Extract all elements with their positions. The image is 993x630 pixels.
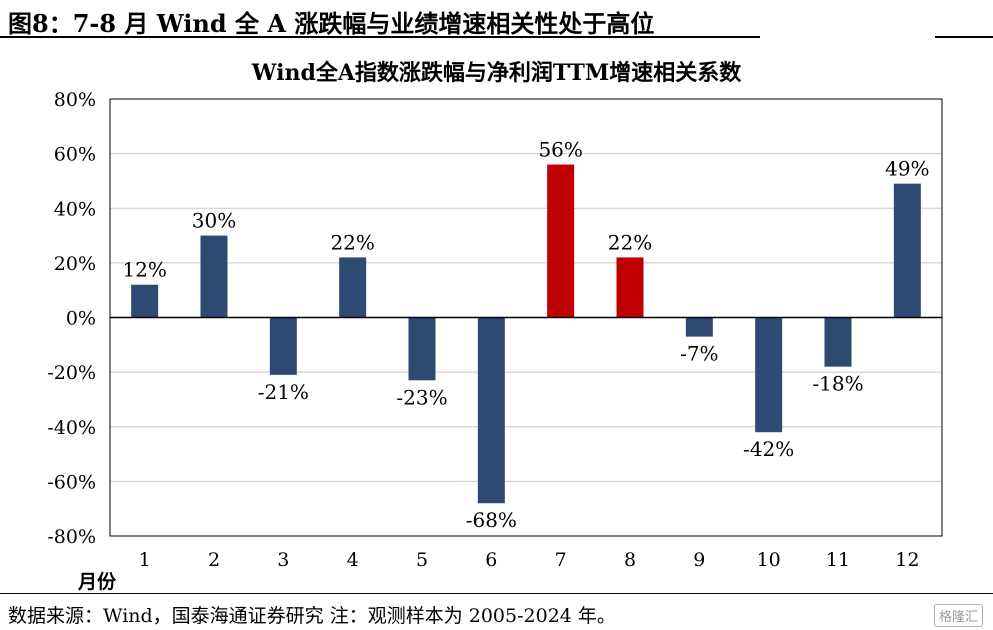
title-underline [0,36,760,38]
data-label: 56% [538,138,582,162]
x-tick-label: 2 [208,549,220,571]
title-underline-right [935,36,993,38]
x-tick-label: 8 [624,549,636,571]
y-tick-label: -20% [47,362,96,384]
footer-rule [0,593,993,594]
x-tick-label: 6 [485,549,497,571]
chart-title: Wind全A指数涨跌幅与净利润TTM增速相关系数 [251,60,742,86]
x-tick-label: 4 [347,549,359,571]
bar-7 [547,164,575,318]
x-tick-label: 5 [416,549,428,571]
bar-9 [685,317,713,337]
data-label: -23% [396,385,447,409]
y-tick-label: -40% [47,417,96,439]
bar-4 [339,257,367,318]
figure-title: 图8：7-8 月 Wind 全 A 涨跌幅与业绩增速相关性处于高位 [8,9,655,38]
bar-2 [200,235,228,318]
data-label: 12% [122,258,166,282]
x-tick-label: 3 [277,549,289,571]
y-tick-label: 20% [54,253,96,275]
bar-3 [269,317,297,375]
data-label: -68% [466,508,517,532]
x-tick-label: 11 [826,549,850,571]
y-tick-label: 40% [54,198,96,220]
bar-8 [616,257,644,318]
bar-5 [408,317,436,381]
x-tick-label: 10 [757,549,781,571]
data-label: -21% [258,380,309,404]
bar-1 [131,284,159,318]
data-label: 22% [330,230,374,254]
x-tick-label: 12 [895,549,919,571]
x-tick-label: 9 [693,549,705,571]
data-label: -42% [743,437,794,461]
x-tick-label: 7 [555,549,567,571]
y-tick-label: 60% [54,144,96,166]
y-tick-label: 80% [54,89,96,111]
data-label: 30% [192,209,236,233]
data-label: 49% [885,157,929,181]
x-tick-label: 1 [139,549,151,571]
x-axis-label: 月份 [78,571,117,593]
watermark-logo: 格隆汇 [933,604,983,627]
data-label: -7% [680,342,719,366]
data-label: -18% [812,372,863,396]
bar-6 [477,317,505,504]
bar-12 [893,183,921,318]
bar-10 [755,317,783,433]
y-tick-label: -80% [47,526,96,548]
bar-11 [824,317,852,367]
y-tick-label: 0% [66,308,96,330]
data-label: 22% [608,230,652,254]
source-note: 数据来源：Wind，国泰海通证券研究 注：观测样本为 2005-2024 年。 [8,605,616,627]
y-tick-label: -60% [47,471,96,493]
